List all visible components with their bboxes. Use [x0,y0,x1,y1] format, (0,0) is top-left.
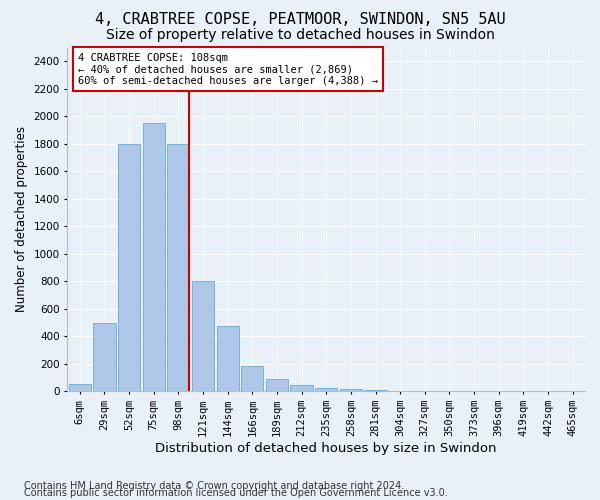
Text: Contains HM Land Registry data © Crown copyright and database right 2024.: Contains HM Land Registry data © Crown c… [24,481,404,491]
Bar [192,282,214,392]
Text: Size of property relative to detached houses in Swindon: Size of property relative to detached ho… [106,28,494,42]
Bar [68,384,91,392]
Bar [241,366,263,392]
Text: 4 CRABTREE COPSE: 108sqm
← 40% of detached houses are smaller (2,869)
60% of sem: 4 CRABTREE COPSE: 108sqm ← 40% of detach… [78,52,378,86]
Text: 4, CRABTREE COPSE, PEATMOOR, SWINDON, SN5 5AU: 4, CRABTREE COPSE, PEATMOOR, SWINDON, SN… [95,12,505,28]
Bar [217,326,239,392]
Bar [364,390,386,392]
Bar [315,388,337,392]
X-axis label: Distribution of detached houses by size in Swindon: Distribution of detached houses by size … [155,442,497,455]
Bar [266,379,288,392]
Bar [94,322,116,392]
Bar [143,123,165,392]
Bar [340,389,362,392]
Bar [290,385,313,392]
Bar [167,144,190,392]
Bar [389,390,411,392]
Bar [118,144,140,392]
Text: Contains public sector information licensed under the Open Government Licence v3: Contains public sector information licen… [24,488,448,498]
Y-axis label: Number of detached properties: Number of detached properties [15,126,28,312]
